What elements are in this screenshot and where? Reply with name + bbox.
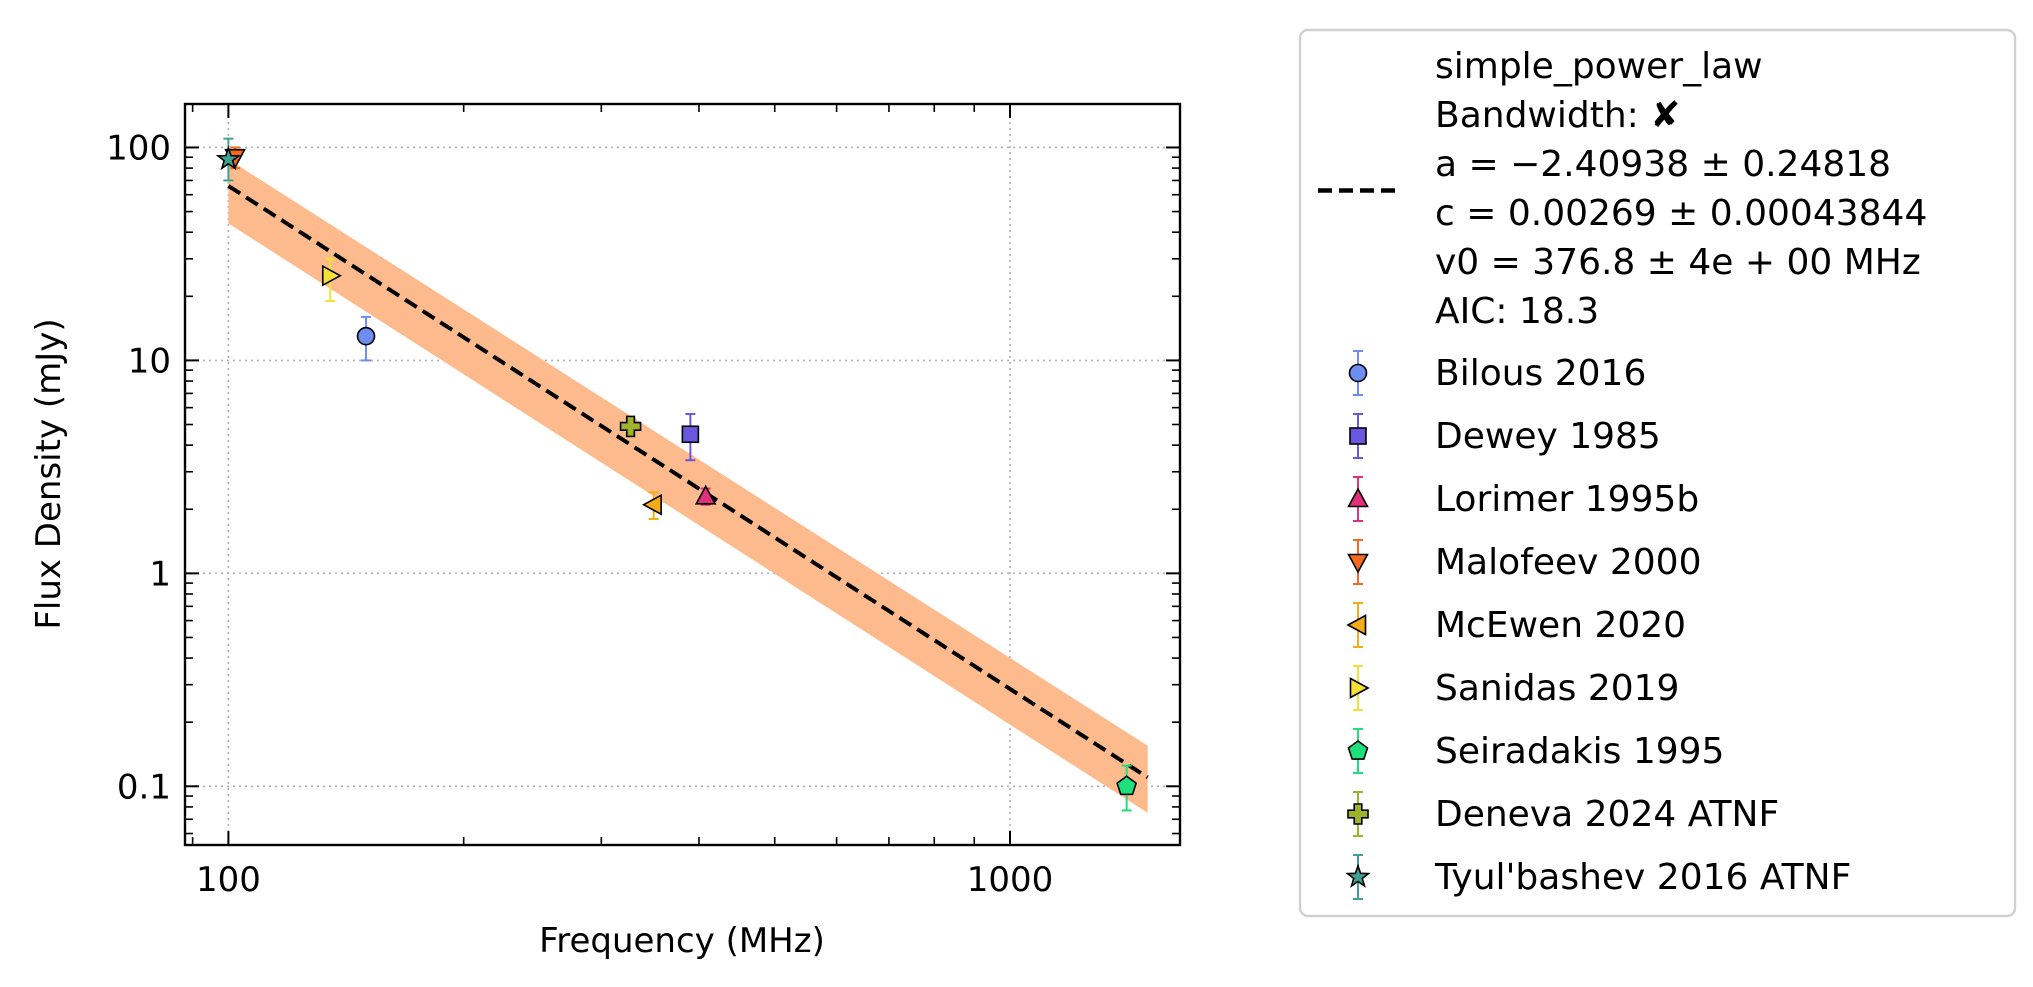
- legend-entry: Seiradakis 1995: [1347, 728, 1724, 774]
- legend-marker: [1348, 363, 1368, 383]
- data-point: [215, 145, 242, 171]
- y-tick-label: 10: [128, 341, 171, 381]
- legend-marker: [1349, 677, 1370, 699]
- data-point: [619, 415, 642, 438]
- axes: 100 1000 0.1 1 10 100: [106, 102, 1182, 900]
- legend-fit-text: v0 = 376.8 ± 4e + 00 MHz: [1435, 242, 1921, 283]
- legend-label: McEwen 2020: [1435, 605, 1686, 646]
- legend-entry: Dewey 1985: [1349, 413, 1661, 459]
- y-tick-label: 0.1: [117, 767, 171, 807]
- data-point: [1116, 775, 1138, 796]
- legend-label: Lorimer 1995b: [1435, 479, 1699, 520]
- legend-entry: Lorimer 1995b: [1347, 476, 1699, 522]
- plot-area: [185, 104, 1180, 845]
- legend-marker: [1347, 487, 1369, 508]
- y-tick-label: 100: [106, 128, 171, 168]
- legend-marker: [1347, 553, 1369, 574]
- legend-label: Malofeev 2000: [1435, 542, 1701, 583]
- x-tick-label: 100: [196, 860, 261, 900]
- x-axis-label: Frequency (MHz): [539, 921, 825, 961]
- legend-frame: [1298, 28, 2017, 918]
- legend-fit-text: Bandwidth: ✘: [1435, 95, 1680, 136]
- series-group: [1116, 764, 1138, 812]
- data-point: [681, 425, 700, 444]
- series-group: [619, 415, 642, 438]
- legend-marker: [1346, 614, 1367, 636]
- legend-entry: McEwen 2020: [1346, 602, 1686, 648]
- legend: simple_power_law Bandwidth: ✘ a = −2.40938…: [1298, 28, 2017, 918]
- series-group: [681, 413, 700, 462]
- fit-line: [227, 184, 1149, 780]
- legend-fit-text: simple_power_law: [1435, 46, 1763, 87]
- data-point: [356, 326, 376, 346]
- legend-marker: [1349, 427, 1367, 445]
- legend-label: Dewey 1985: [1435, 416, 1661, 457]
- axes-frame: [183, 102, 1182, 847]
- series-group: [694, 484, 717, 506]
- legend-entry: Deneva 2024 ATNF: [1347, 791, 1779, 837]
- series-group: [321, 257, 342, 303]
- legend-label: Seiradakis 1995: [1435, 731, 1724, 772]
- fit-uncertainty-band: [228, 159, 1148, 813]
- legend-marker: [1347, 740, 1369, 760]
- legend-fit-text: a = −2.40938 ± 0.24818: [1435, 144, 1891, 185]
- legend-label: Bilous 2016: [1435, 353, 1646, 394]
- legend-entry: Malofeev 2000: [1347, 539, 1701, 585]
- legend-entry: Sanidas 2019: [1349, 665, 1679, 711]
- data-point: [321, 264, 342, 287]
- x-tick-label: 1000: [967, 860, 1054, 900]
- y-tick-label: 1: [149, 554, 171, 594]
- series-group: [215, 137, 242, 182]
- legend-entry: Bilous 2016: [1348, 350, 1646, 396]
- data-point: [641, 493, 662, 516]
- y-axis-label: Flux Density (mJy): [29, 318, 69, 629]
- legend-label: Sanidas 2019: [1435, 668, 1679, 709]
- legend-marker: [1345, 863, 1371, 888]
- legend-marker: [1347, 803, 1369, 825]
- series-group: [641, 491, 662, 520]
- legend-fit-text: c = 0.00269 ± 0.00043844: [1435, 193, 1927, 234]
- legend-label: Tyul'bashev 2016 ATNF: [1434, 857, 1851, 898]
- legend-label: Deneva 2024 ATNF: [1435, 794, 1779, 835]
- series-group: [356, 315, 376, 362]
- legend-entry: Tyul'bashev 2016 ATNF: [1345, 854, 1851, 900]
- legend-fit-text: AIC: 18.3: [1435, 291, 1599, 332]
- data-point: [694, 484, 717, 505]
